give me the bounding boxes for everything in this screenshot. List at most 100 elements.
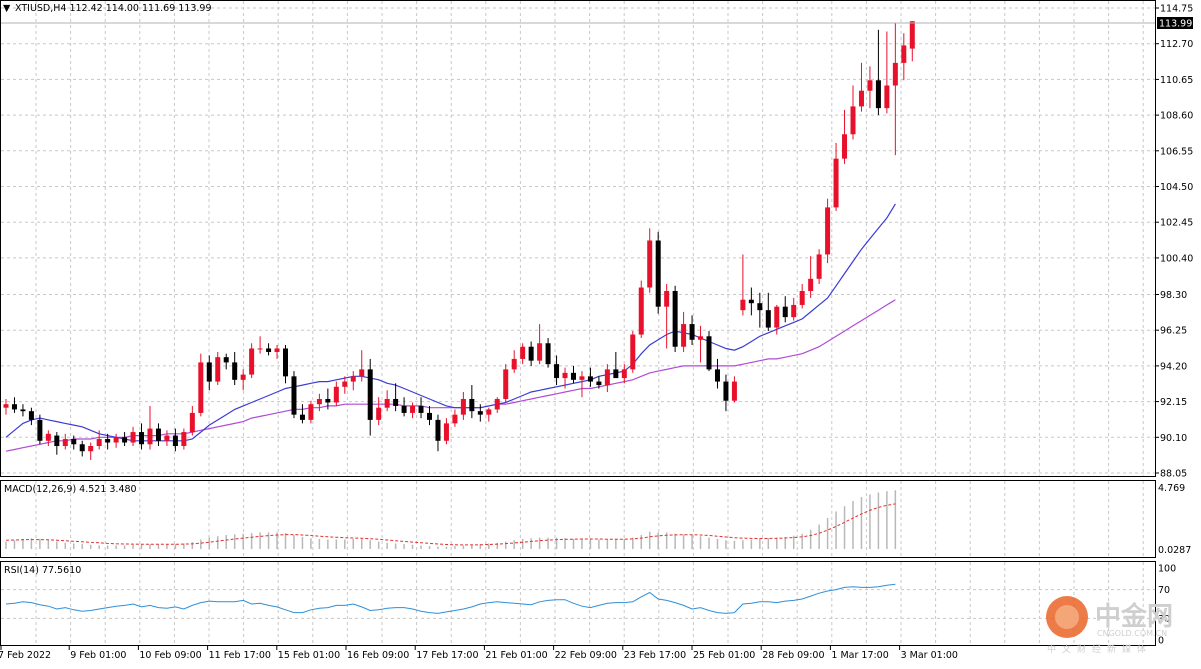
time-tick-label: 1 Mar 17:00 xyxy=(831,650,888,661)
candle xyxy=(79,440,85,457)
candle xyxy=(443,418,449,445)
candle xyxy=(232,351,238,386)
candle xyxy=(570,365,576,384)
rsi-line xyxy=(5,583,896,614)
time-tick-label: 25 Feb 01:00 xyxy=(693,650,755,661)
candle xyxy=(122,432,128,447)
candle-body xyxy=(139,432,145,445)
candle-body xyxy=(562,372,568,379)
candle xyxy=(316,393,322,412)
candle xyxy=(37,414,43,445)
price-tick-label: 112.70 xyxy=(1160,39,1193,50)
candle xyxy=(62,433,68,450)
macd-axis-bottom: 0.0287 xyxy=(1158,545,1191,556)
macd-axis-top: 4.769 xyxy=(1158,483,1185,494)
candle-body xyxy=(223,357,229,363)
candle-body xyxy=(731,381,737,401)
candle xyxy=(782,296,788,323)
candle-body xyxy=(172,435,178,447)
candle-body xyxy=(164,435,170,441)
candle xyxy=(452,409,458,427)
candle xyxy=(28,407,34,426)
candle-body xyxy=(418,405,424,413)
candle-body xyxy=(88,446,94,452)
price-tick-label: 88.05 xyxy=(1160,469,1187,480)
time-tick-label: 7 Feb 2022 xyxy=(0,650,51,661)
candle-body xyxy=(689,324,695,340)
candle xyxy=(816,249,822,285)
candle xyxy=(401,397,407,417)
candle xyxy=(791,297,797,321)
candle xyxy=(892,22,898,156)
candle-body xyxy=(901,45,907,63)
macd-title: MACD(12,26,9) 4.521 3.480 xyxy=(4,484,137,495)
rsi-indicator xyxy=(1,583,1155,619)
candle-body xyxy=(181,432,187,447)
candle xyxy=(808,256,814,298)
candle-body xyxy=(554,364,560,379)
current-price-label: 113.99 xyxy=(1159,19,1192,30)
moving-averages xyxy=(5,203,896,452)
chart-title: XTIUSD,H4 112.42 114.00 111.69 113.99 xyxy=(15,3,212,14)
candle xyxy=(139,423,145,450)
candle xyxy=(71,435,77,450)
candle-body xyxy=(452,414,458,424)
candle-body xyxy=(11,404,17,410)
time-tick-label: 16 Feb 09:00 xyxy=(347,650,409,661)
candle xyxy=(3,398,9,415)
time-tick-label: 9 Feb 01:00 xyxy=(70,650,126,661)
time-tick-label: 22 Feb 09:00 xyxy=(555,650,617,661)
watermark-tagline: 中文财经新媒体 xyxy=(1047,643,1152,655)
collapse-arrow-icon[interactable]: ▼ xyxy=(3,3,11,14)
candle xyxy=(613,351,619,379)
candle xyxy=(842,109,848,164)
candle xyxy=(113,433,119,448)
candle xyxy=(367,358,373,436)
candle xyxy=(630,331,636,373)
candle xyxy=(249,343,255,379)
price-axis[interactable]: 114.75 112.70 110.65 108.60 106.55 104.50 102.… xyxy=(1155,4,1193,480)
watermark-brand: 中金网 xyxy=(1095,601,1173,632)
time-tick-label: 28 Feb 09:00 xyxy=(762,650,824,661)
candle-body xyxy=(511,358,517,370)
candle-body xyxy=(723,381,729,401)
ma-fast-line xyxy=(5,203,896,442)
candle xyxy=(181,428,187,450)
candle-body xyxy=(410,405,416,413)
cngold-logo-inner xyxy=(1055,605,1079,629)
price-tick-label: 94.20 xyxy=(1160,361,1187,372)
candle-body xyxy=(791,304,797,318)
candle-body xyxy=(833,158,839,208)
price-tick-label: 108.60 xyxy=(1160,111,1193,122)
candle-body xyxy=(308,404,314,420)
price-tick-label: 90.10 xyxy=(1160,433,1187,444)
candle-body xyxy=(909,21,915,49)
candle xyxy=(215,351,221,386)
candle xyxy=(858,62,864,112)
candle-body xyxy=(655,240,661,307)
candle-body xyxy=(79,444,85,452)
candle-body xyxy=(37,419,43,441)
candle-body xyxy=(155,428,161,441)
candle-body xyxy=(189,412,195,433)
candle-body xyxy=(299,414,305,420)
candle-body xyxy=(20,409,26,412)
candle xyxy=(418,397,424,419)
rsi-tick-label: 100 xyxy=(1158,564,1176,575)
time-axis[interactable]: 7 Feb 2022 9 Feb 01:00 10 Feb 09:00 11 Feb … xyxy=(0,645,958,661)
candle xyxy=(54,432,60,455)
candle-body xyxy=(333,386,339,403)
candle xyxy=(486,407,492,422)
price-tick-label: 102.45 xyxy=(1160,218,1193,229)
candle-body xyxy=(875,80,881,109)
candle xyxy=(520,343,526,365)
candle-body xyxy=(842,134,848,159)
candle xyxy=(325,388,331,410)
candle-body xyxy=(316,398,322,405)
candle xyxy=(45,430,51,447)
candle xyxy=(283,344,289,384)
candle-body xyxy=(647,240,653,288)
candle xyxy=(604,364,610,393)
candle xyxy=(469,385,475,419)
